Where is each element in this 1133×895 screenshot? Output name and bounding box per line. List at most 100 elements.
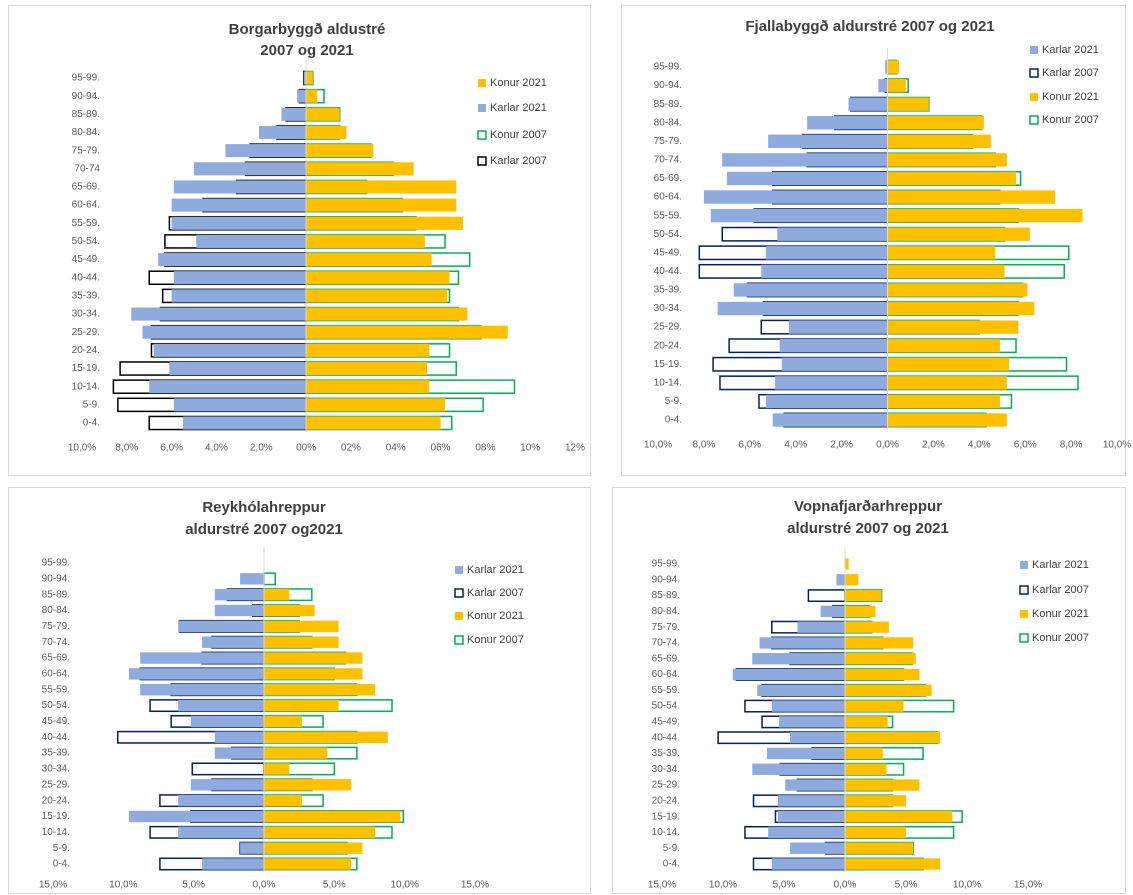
legend-label: Konur 2007: [467, 634, 524, 646]
y-tick-label: 35-39.: [42, 748, 70, 759]
y-tick-label: 25-29.: [72, 327, 100, 338]
y-tick-label: 95-99.: [652, 559, 680, 570]
y-tick-label: 20-24.: [42, 795, 70, 806]
y-tick-label: 95-99.: [42, 558, 70, 569]
chart-title: Reykhólahreppur: [202, 499, 326, 516]
x-tick-label: 2,0%: [922, 440, 945, 451]
bar: [190, 715, 264, 728]
y-tick-label: 40-44.: [72, 272, 100, 283]
bar: [264, 747, 328, 759]
legend-swatch: [454, 635, 464, 645]
bar: [142, 325, 307, 339]
legend-swatch: [1019, 633, 1029, 643]
x-tick-label: 2,0%: [250, 443, 273, 454]
bar: [178, 620, 264, 633]
bar: [264, 826, 376, 839]
bar: [173, 271, 307, 285]
y-tick-label: 15-19.: [652, 811, 680, 822]
bar: [306, 253, 432, 267]
bar: [264, 763, 290, 775]
y-tick-label: 70-74: [74, 163, 100, 174]
y-tick-label: 70-74.: [42, 637, 70, 648]
x-tick-label: 06%: [431, 443, 451, 454]
bar: [306, 198, 457, 212]
bar: [303, 71, 307, 85]
bar: [807, 116, 888, 130]
bar: [306, 89, 318, 103]
bar: [761, 264, 888, 279]
bar: [845, 763, 887, 775]
bar: [887, 394, 1000, 409]
y-tick-label: 25-29.: [42, 779, 70, 790]
bar: [887, 171, 1017, 186]
y-tick-label: 25-29.: [654, 322, 682, 333]
legend-swatch: [1020, 561, 1028, 569]
y-tick-label: 90-94.: [42, 573, 70, 584]
x-tick-label: 4,0%: [205, 443, 228, 454]
bar: [259, 125, 307, 140]
y-tick-label: 25-29.: [652, 780, 680, 791]
bar: [178, 699, 264, 712]
bar: [194, 162, 307, 176]
y-tick-label: 75-79.: [654, 136, 682, 147]
bar: [887, 320, 1019, 334]
legend-label: Konur 2021: [1042, 91, 1099, 103]
bar: [845, 795, 906, 807]
bar: [158, 253, 307, 267]
bar: [887, 264, 1005, 279]
bar: [845, 810, 953, 823]
x-tick-label: 0,0%: [876, 440, 899, 451]
y-tick-label: 80-84.: [654, 117, 682, 128]
bar: [820, 605, 845, 618]
x-tick-label: 10,0%: [953, 880, 981, 891]
legend-label: Karlar 2007: [467, 587, 524, 599]
y-tick-label: 35-39.: [652, 748, 680, 759]
y-tick-label: 60-64.: [72, 200, 100, 211]
bar: [887, 78, 906, 93]
bar: [264, 731, 388, 743]
y-tick-label: 15-19.: [42, 811, 70, 822]
x-tick-label: 10%: [520, 443, 540, 454]
bar: [306, 398, 446, 412]
y-tick-label: 65-69.: [72, 182, 100, 193]
y-tick-label: 0-4.: [83, 418, 100, 429]
bar: [845, 779, 920, 791]
chart-title: 2007 og 2021: [260, 42, 353, 59]
bar: [306, 289, 448, 303]
x-tick-label: 8,0%: [115, 443, 138, 454]
y-tick-label: 30-34.: [72, 309, 100, 320]
bar: [153, 343, 307, 357]
y-tick-label: 95-99.: [654, 62, 682, 73]
bar: [836, 574, 845, 586]
legend-label: Konur 2021: [467, 610, 524, 622]
y-tick-label: 5-9.: [665, 396, 682, 407]
y-tick-label: 5-9.: [663, 843, 680, 854]
y-tick-label: 80-84.: [652, 606, 680, 617]
y-tick-label: 50-54.: [652, 701, 680, 712]
legend-swatch: [1030, 93, 1038, 101]
bar: [149, 380, 307, 394]
legend-swatch: [478, 79, 486, 87]
bar: [845, 668, 920, 681]
bar: [771, 700, 845, 712]
bar: [779, 338, 888, 353]
bar: [202, 858, 264, 870]
y-tick-label: 0-4.: [665, 415, 682, 426]
y-tick-label: 85-89.: [42, 589, 70, 600]
y-tick-label: 10-14.: [654, 377, 682, 388]
x-tick-label: 00%: [296, 443, 316, 454]
legend-label: Karlar 2007: [490, 155, 547, 167]
bar: [887, 413, 1007, 427]
bar: [306, 71, 313, 85]
y-tick-label: 60-64.: [42, 669, 70, 680]
bar: [790, 732, 845, 744]
bar: [887, 338, 1000, 353]
bar: [887, 301, 1035, 316]
y-tick-label: 5-9.: [83, 399, 100, 410]
y-tick-label: 40-44.: [654, 266, 682, 277]
bar: [306, 380, 430, 394]
y-tick-label: 45-49.: [652, 717, 680, 728]
legend-swatch: [1029, 115, 1039, 125]
x-tick-label: 10,0%: [109, 880, 137, 891]
bar: [768, 826, 845, 839]
